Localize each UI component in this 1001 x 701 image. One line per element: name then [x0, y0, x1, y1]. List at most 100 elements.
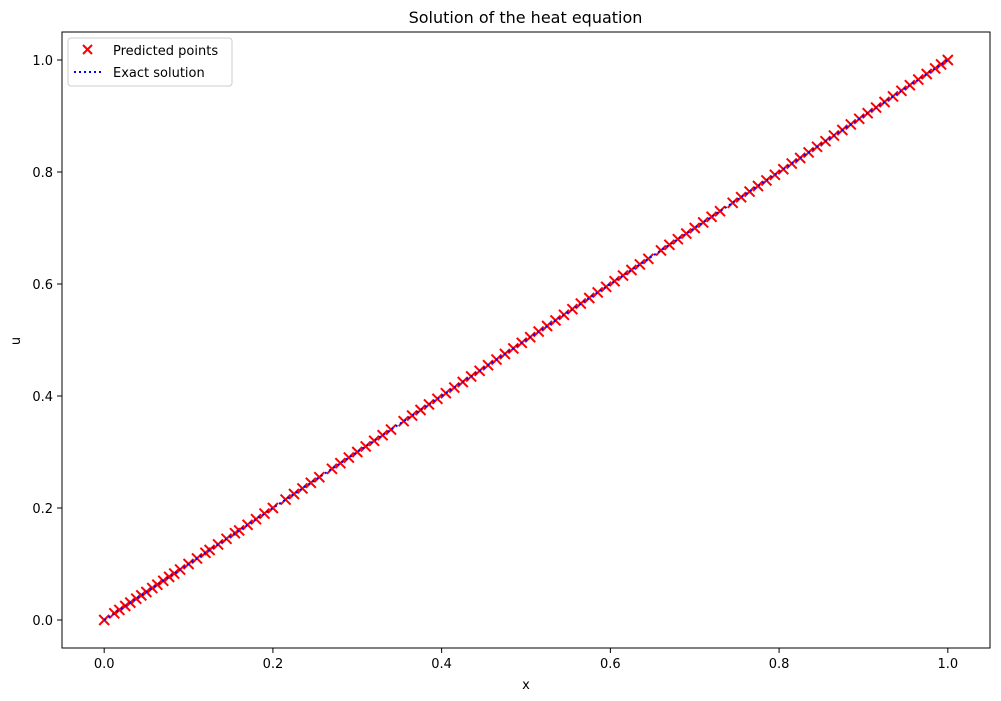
predicted-point-stroke-b — [726, 197, 739, 209]
predicted-point — [334, 457, 347, 469]
predicted-point — [360, 440, 372, 453]
x-tick-label: 0.0 — [94, 657, 115, 672]
predicted-point — [267, 502, 279, 514]
predicted-point — [617, 269, 629, 282]
predicted-point-stroke-b — [351, 446, 363, 458]
exact-line-layer — [103, 59, 949, 621]
predicted-point-stroke-b — [617, 269, 629, 282]
legend: Predicted points Exact solution — [67, 37, 233, 87]
predicted-point-stroke-b — [113, 604, 126, 616]
x-tick-label: 0.4 — [431, 657, 452, 672]
predicted-point — [663, 239, 676, 251]
predicted-point — [634, 258, 646, 271]
predicted-point-stroke-b — [397, 415, 410, 427]
y-tick-label: 0.0 — [32, 614, 53, 629]
predicted-point-stroke-b — [279, 493, 292, 506]
y-tick-label: 0.2 — [32, 502, 53, 517]
predicted-point — [397, 415, 410, 427]
predicted-point-stroke-b — [334, 457, 347, 469]
predicted-point — [135, 589, 148, 602]
predicted-point-stroke-b — [689, 222, 701, 234]
predicted-point — [655, 244, 667, 257]
predicted-point — [313, 471, 326, 483]
predicted-point-stroke-b — [360, 440, 372, 453]
predicted-point-stroke-b — [705, 211, 718, 223]
predicted-point — [130, 593, 142, 605]
predicted-point-stroke-b — [296, 482, 309, 495]
predicted-point — [406, 409, 418, 422]
x-axis-label: x — [522, 678, 530, 693]
predicted-point-stroke-b — [305, 477, 317, 489]
legend-label-exact: Exact solution — [113, 66, 205, 81]
predicted-point-stroke-b — [288, 488, 300, 500]
predicted-point — [305, 477, 317, 489]
predicted-point-stroke-b — [368, 435, 380, 447]
legend-marker-predicted — [82, 44, 93, 55]
predicted-point — [680, 227, 692, 240]
predicted-point-stroke-b — [634, 258, 646, 271]
predicted-point-stroke-b — [130, 593, 142, 605]
predicted-point — [151, 579, 164, 591]
predicted-point-stroke-b — [343, 451, 355, 464]
exact-solution-line — [103, 59, 949, 621]
x-axis-ticks: 0.0 0.2 0.4 0.6 0.8 1.0 — [94, 648, 958, 672]
y-tick-label: 0.4 — [32, 390, 53, 405]
predicted-point — [935, 58, 947, 71]
y-axis-label: u — [9, 337, 24, 345]
predicted-point — [726, 197, 739, 209]
predicted-point — [113, 604, 126, 616]
y-tick-label: 0.8 — [32, 166, 53, 181]
x-tick-label: 0.2 — [263, 657, 284, 672]
predicted-point-stroke-b — [672, 233, 684, 245]
predicted-point-stroke-b — [697, 216, 709, 229]
plot-area: 0.0 0.2 0.4 0.6 0.8 1.0 0.0 0.2 0.4 0.6 0.8 1.0 — [32, 31, 991, 672]
predicted-point — [343, 451, 355, 464]
predicted-point — [368, 435, 380, 447]
x-tick-label: 0.8 — [769, 657, 790, 672]
predicted-point-stroke-b — [163, 571, 175, 583]
predicted-point — [608, 275, 621, 287]
predicted-point — [351, 446, 363, 458]
y-axis-ticks: 0.0 0.2 0.4 0.6 0.8 1.0 — [32, 54, 62, 629]
predicted-point-stroke-b — [146, 582, 158, 594]
predicted-point-stroke-b — [714, 205, 726, 217]
predicted-point — [376, 429, 389, 441]
predicted-point-stroke-b — [168, 567, 180, 580]
predicted-point — [288, 488, 300, 500]
predicted-point-stroke-b — [935, 58, 947, 71]
predicted-point-stroke-b — [942, 54, 954, 66]
predicted-point-stroke-b — [326, 463, 338, 475]
predicted-point — [163, 571, 175, 583]
y-tick-label: 0.6 — [32, 278, 53, 293]
predicted-point — [929, 62, 941, 75]
legend-box — [67, 37, 233, 87]
predicted-point-stroke-b — [735, 191, 747, 203]
predicted-point-stroke-b — [625, 264, 638, 276]
predicted-point — [326, 463, 338, 475]
predicted-point — [714, 205, 726, 217]
predicted-point — [258, 507, 271, 520]
predicted-point — [600, 281, 612, 293]
legend-label-predicted: Predicted points — [113, 44, 218, 59]
predicted-point-stroke-b — [258, 507, 271, 520]
predicted-point-stroke-b — [663, 239, 676, 251]
predicted-point-stroke-b — [642, 253, 655, 265]
predicted-point-stroke-b — [655, 244, 667, 257]
predicted-point-stroke-b — [151, 579, 164, 591]
predicted-point — [296, 482, 309, 495]
predicted-point-stroke-b — [929, 62, 941, 75]
x-tick-label: 1.0 — [937, 657, 958, 672]
predicted-point-stroke-b — [376, 429, 389, 441]
predicted-point — [279, 493, 292, 506]
predicted-point — [642, 253, 655, 265]
axes-frame — [61, 31, 991, 649]
y-tick-label: 1.0 — [32, 54, 53, 69]
predicted-point — [942, 54, 954, 66]
predicted-point — [705, 211, 718, 223]
predicted-point-stroke-b — [608, 275, 621, 287]
predicted-point — [146, 582, 158, 594]
predicted-point-stroke-b — [135, 589, 148, 602]
predicted-point-stroke-b — [313, 471, 326, 483]
